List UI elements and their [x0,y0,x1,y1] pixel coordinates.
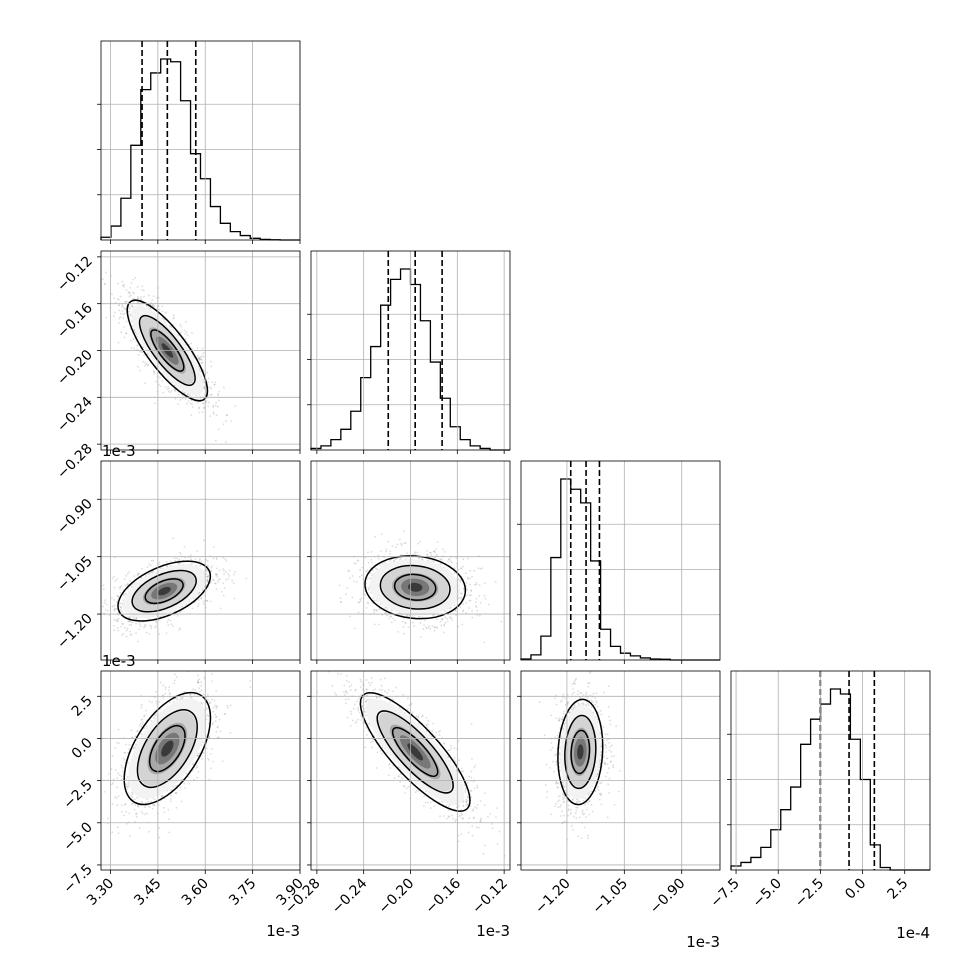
hist-1-frame [310,250,511,451]
hist-0-frame [100,40,301,241]
ytick-label-3-2: −2.5 [60,777,95,812]
ytick-label-1-3: −0.16 [54,300,96,342]
ytick-label-3-1: −5.0 [60,819,95,854]
hist-3-frame [730,670,931,871]
hist-3 [727,671,930,871]
xtick-label-3-2: −2.5 [792,876,827,911]
pair-0-1-contour-1 [138,314,196,387]
pair-0-2-contour-1 [131,569,197,613]
ytick-label-1-1: −0.24 [54,394,96,436]
pair-0-1-contour-2 [150,329,185,372]
ytick-label-3-4: 2.5 [69,693,96,720]
pair-1-3-contour-2 [391,726,439,777]
xtick-label-1-1: −0.24 [329,875,371,917]
ytick-label-2-0: −1.20 [54,611,96,653]
pair-2-3 [538,671,622,841]
pair-0-3-density-4 [161,740,174,757]
y-offset-2: 1e-3 [102,442,136,460]
xtick-label-2-0: −1.20 [532,876,574,918]
ytick-label-1-2: −0.20 [54,347,96,389]
pair-0-2 [101,537,248,643]
xtick-label-3-3: 0.0 [842,876,869,903]
ytick-label-2-1: −1.05 [54,553,96,595]
pair-1-3-frame [310,670,511,871]
pair-2-3-contour-0 [557,698,604,806]
ytick-label-1-0: −0.28 [54,441,96,483]
xtick-label-1-4: −0.12 [469,876,511,918]
pair-1-2-contour-1 [379,564,451,610]
pair-1-2 [338,530,503,644]
pair-0-2-frame [100,460,301,661]
hist-0 [97,41,300,241]
xtick-label-1-2: −0.20 [376,876,418,918]
hist-1-steps [310,268,510,451]
hist-1 [307,251,510,451]
x-offset-0: 1e-3 [266,922,300,940]
xtick-label-1-3: −0.16 [422,875,464,917]
x-offset-3: 1e-4 [896,924,930,942]
pair-2-3-density-4 [577,744,584,760]
pair-0-3-contour-2 [148,724,186,773]
pair-1-2-contour-2 [393,573,437,601]
hist-2-steps [520,478,720,661]
pair-2-3-frame [520,670,721,871]
ytick-label-3-3: 0.0 [69,735,96,762]
pair-1-3-contour-1 [376,710,454,794]
xtick-label-3-4: 2.5 [884,876,911,903]
xtick-label-3-0: −7.5 [708,876,743,911]
xtick-label-0-0: 3.30 [84,876,117,909]
hist-2-frame [520,460,721,661]
pair-0-2-contour-2 [144,578,184,605]
xtick-label-2-1: −1.05 [590,876,632,918]
xtick-label-0-2: 3.60 [179,876,212,909]
pair-0-3-contour-0 [123,691,212,806]
pair-0-1-contour-0 [126,299,209,402]
ytick-label-2-2: −0.90 [54,496,96,538]
y-offset-3: 1e-3 [102,652,136,670]
pair-1-3 [316,671,506,857]
x-offset-1: 1e-3 [476,922,510,940]
pair-0-1-frame [100,250,301,451]
pair-0-1 [101,271,237,443]
pair-0-3 [103,671,252,839]
pair-2-3-contour-2 [570,729,591,775]
xtick-label-2-2: −0.90 [647,876,689,918]
xtick-label-3-1: −5.0 [750,876,785,911]
xtick-label-0-1: 3.45 [131,876,164,909]
pair-0-3-contour-1 [136,709,198,789]
pair-1-2-frame [310,460,511,661]
pair-0-3-frame [100,670,301,871]
pair-1-3-density-4 [407,743,424,761]
pair-0-2-contour-0 [117,560,212,622]
pair-2-3-contour-1 [564,714,597,790]
xtick-label-0-3: 3.75 [226,876,259,909]
x-offset-2: 1e-3 [686,933,720,951]
pair-1-2-density-4 [407,582,423,592]
hist-2 [517,461,720,661]
ytick-label-1-4: −0.12 [54,253,96,295]
